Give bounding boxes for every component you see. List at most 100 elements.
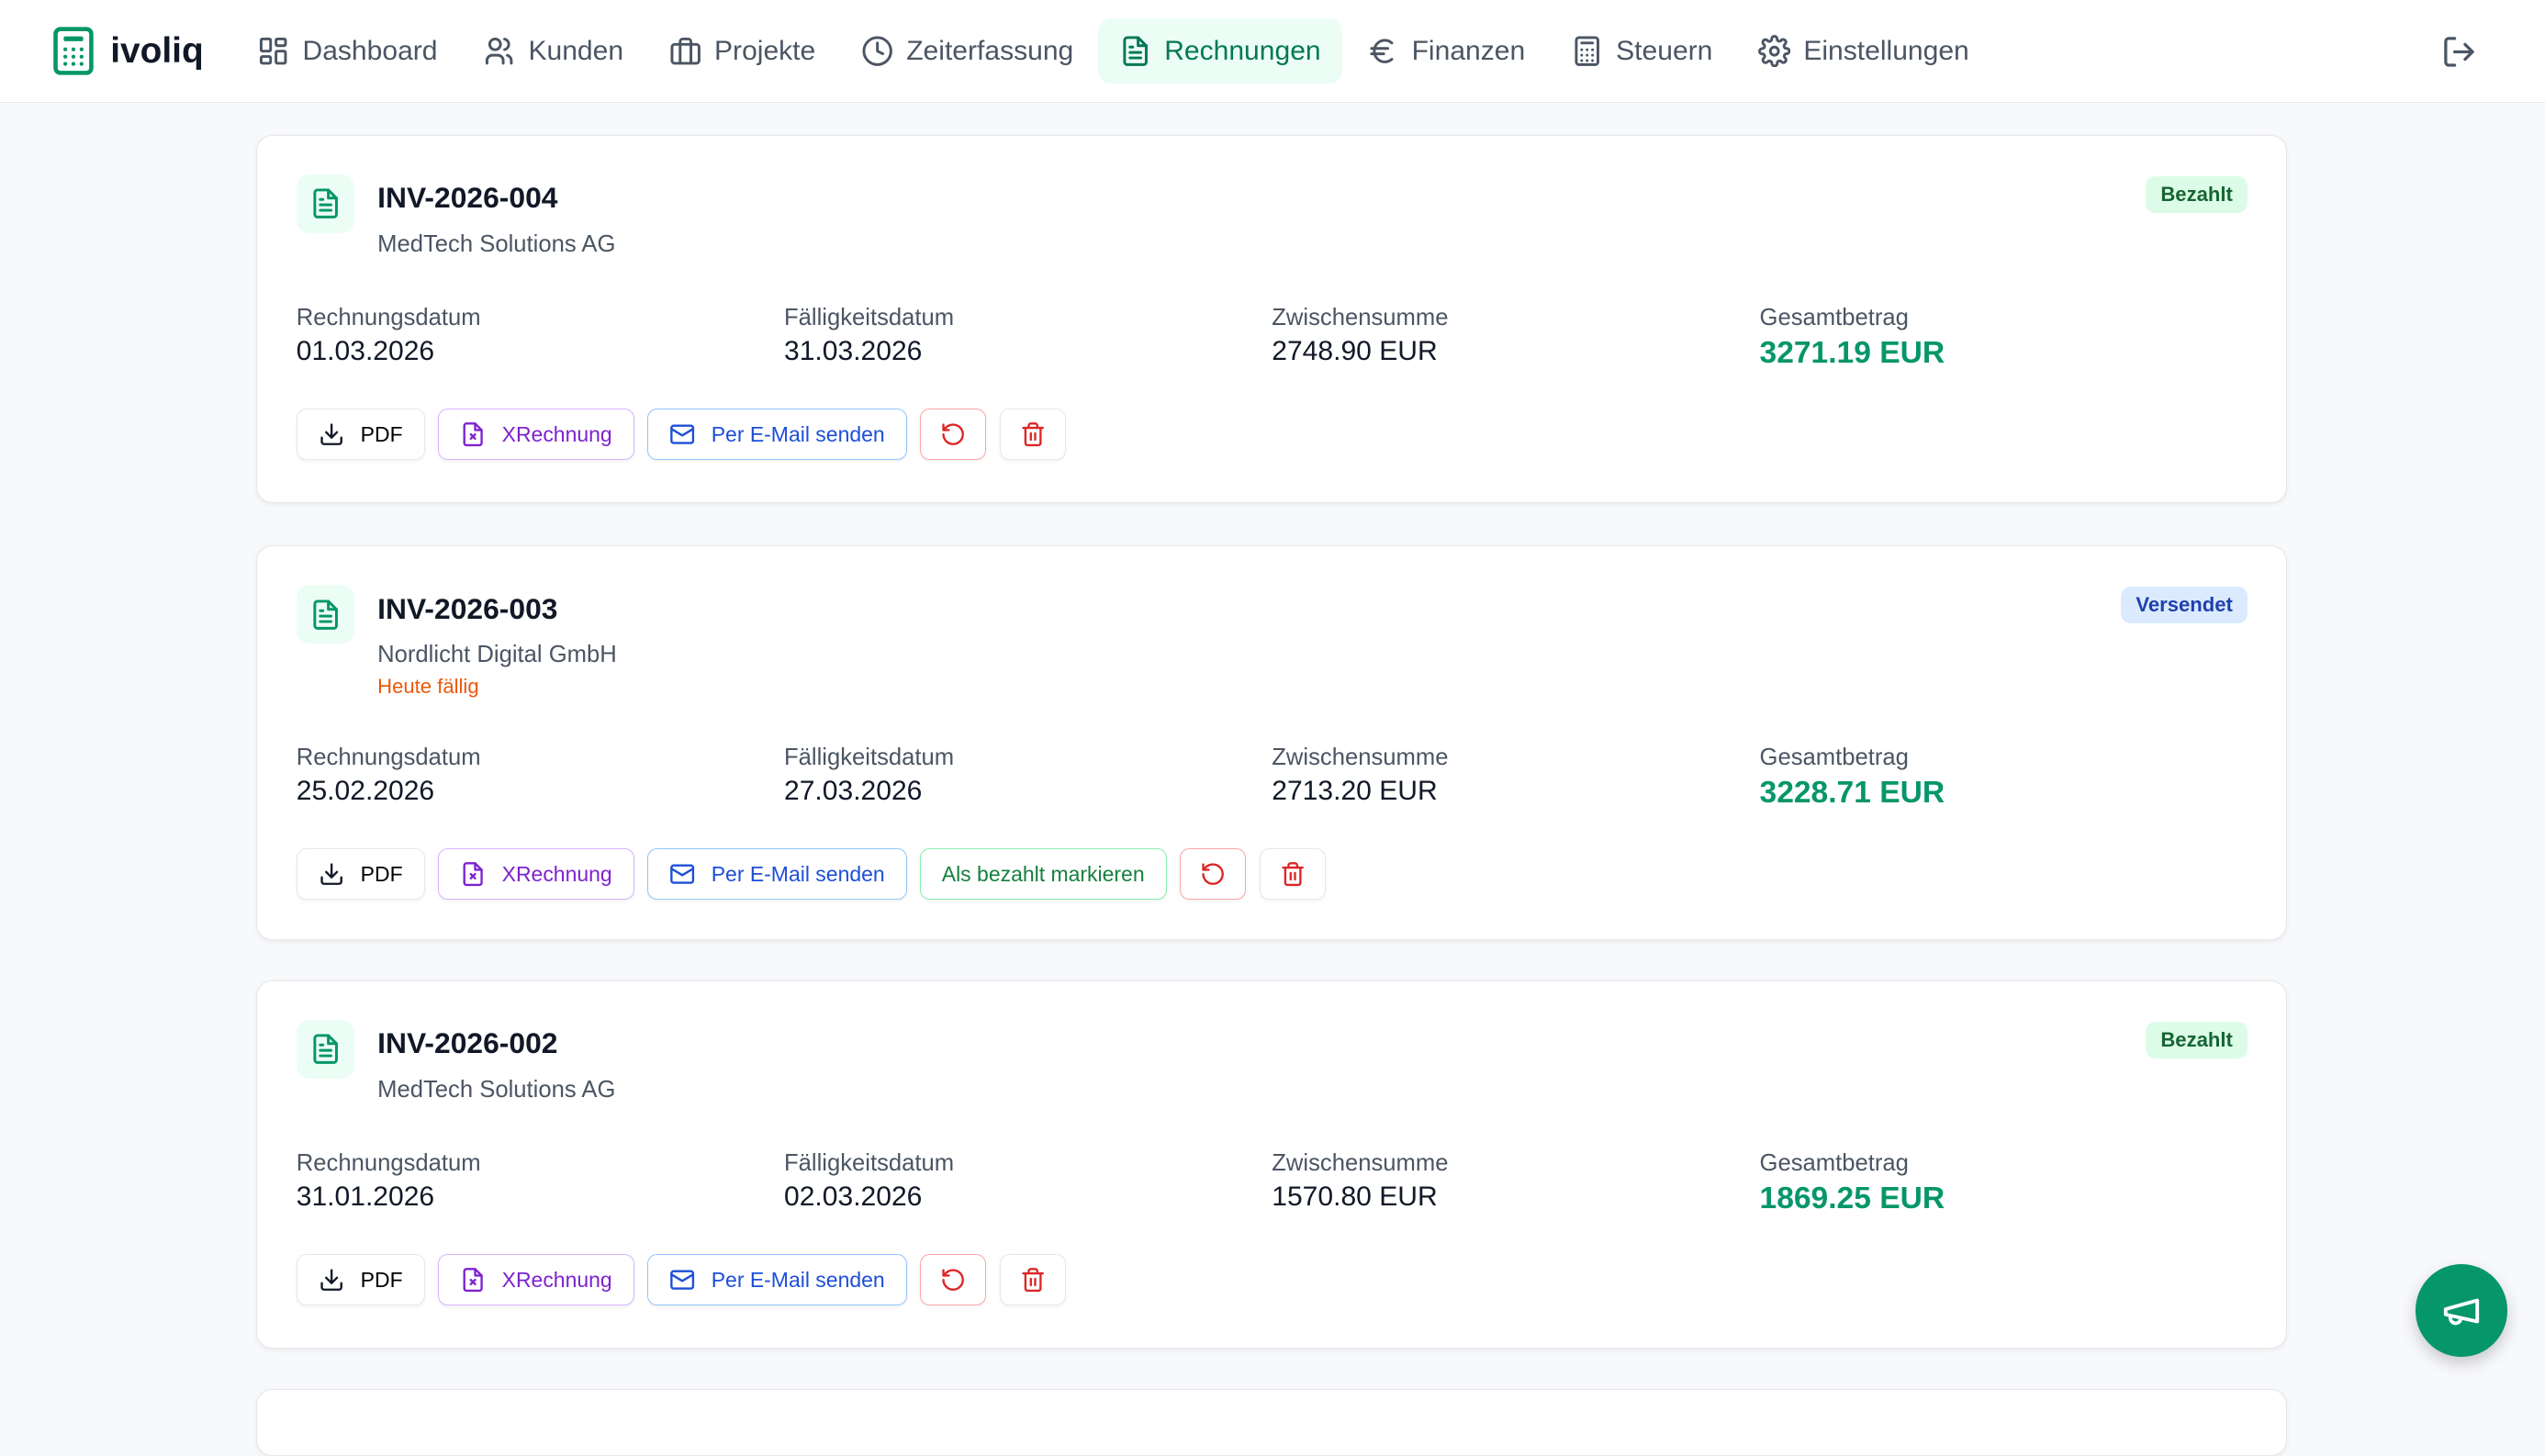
xrechnung-label: XRechnung xyxy=(501,861,612,886)
app-name: ivoliq xyxy=(110,30,204,71)
file-x-icon xyxy=(463,1268,483,1293)
invoice-date: 25.02.2026 xyxy=(296,775,435,806)
nav-item-projekte[interactable]: Projekte xyxy=(648,18,837,84)
nav-item-zeiterfassung[interactable]: Zeiterfassung xyxy=(840,18,1094,84)
trash-icon xyxy=(1022,1268,1044,1293)
users-icon xyxy=(485,37,513,65)
undo-icon xyxy=(1202,863,1224,885)
subtotal-label: Zwischensumme xyxy=(1272,744,1449,770)
client-name: MedTech Solutions AG xyxy=(377,1077,616,1103)
invoice-date-label: Rechnungsdatum xyxy=(296,304,481,330)
undo-icon xyxy=(942,423,964,445)
pdf-button[interactable]: PDF xyxy=(296,847,425,901)
total-label: Gesamtbetrag xyxy=(1759,1149,1909,1176)
due-date-label: Fälligkeitsdatum xyxy=(784,304,955,330)
mail-icon xyxy=(669,424,694,444)
subtotal: 1570.80 EUR xyxy=(1272,1181,1438,1212)
download-icon xyxy=(320,423,342,445)
subtotal-label: Zwischensumme xyxy=(1272,304,1449,330)
invoice-date-label: Rechnungsdatum xyxy=(296,744,481,770)
invoice-details: Rechnungsdatum 31.01.2026 Fälligkeitsdatu… xyxy=(297,1150,2248,1216)
invoice-number[interactable]: INV-2026-004 xyxy=(377,181,558,215)
invoice-details: Rechnungsdatum 01.03.2026 Fälligkeitsdatu… xyxy=(297,305,2248,371)
file-x-icon xyxy=(463,422,483,446)
invoice-card xyxy=(256,1389,2288,1456)
trash-icon xyxy=(1282,862,1304,887)
nav-label: Zeiterfassung xyxy=(906,35,1074,66)
mail-icon xyxy=(669,1270,694,1290)
mark-paid-label: Als bezahlt markieren xyxy=(941,861,1145,886)
status-badge: Versendet xyxy=(2121,587,2248,624)
feedback-button[interactable] xyxy=(2415,1264,2508,1357)
file-x-icon xyxy=(463,862,483,887)
due-date-label: Fälligkeitsdatum xyxy=(784,1149,955,1176)
subtotal-label: Zwischensumme xyxy=(1272,1149,1449,1176)
total-label: Gesamtbetrag xyxy=(1759,744,1909,770)
total-amount: 3271.19 EUR xyxy=(1759,335,1945,370)
top-nav: ivoliq Dashboard Kunden Projekte Zeiterfass… xyxy=(0,0,2545,104)
calculator-logo-icon xyxy=(52,27,94,75)
invoice-card: INV-2026-002 MedTech Solutions AG Bezahl… xyxy=(256,980,2288,1350)
xrechnung-button[interactable]: XRechnung xyxy=(437,847,634,901)
invoice-card: INV-2026-003 Nordlicht Digital GmbH Heut… xyxy=(256,545,2288,940)
nav-label: Kunden xyxy=(528,35,624,66)
nav-item-einstellungen[interactable]: Einstellungen xyxy=(1737,18,1990,84)
invoice-icon xyxy=(296,1020,355,1079)
invoice-number[interactable]: INV-2026-003 xyxy=(377,591,558,625)
due-date: 31.03.2026 xyxy=(784,335,923,366)
file-text-icon xyxy=(1123,36,1148,66)
nav-item-kunden[interactable]: Kunden xyxy=(462,18,645,84)
total-amount: 1869.25 EUR xyxy=(1759,1181,1945,1215)
nav-label: Projekte xyxy=(714,35,816,66)
euro-icon xyxy=(1370,39,1394,63)
invoice-date-label: Rechnungsdatum xyxy=(296,1149,481,1176)
revert-button[interactable] xyxy=(919,408,987,461)
delete-button[interactable] xyxy=(1259,847,1327,901)
status-badge: Bezahlt xyxy=(2146,175,2248,214)
send-email-button[interactable]: Per E-Mail senden xyxy=(646,1253,907,1306)
clock-icon xyxy=(862,36,892,66)
invoice-icon xyxy=(296,585,355,644)
total-amount: 3228.71 EUR xyxy=(1759,775,1945,810)
nav-item-dashboard[interactable]: Dashboard xyxy=(236,18,458,84)
pdf-button[interactable]: PDF xyxy=(296,1253,425,1306)
mark-paid-button[interactable]: Als bezahlt markieren xyxy=(919,847,1167,901)
xrechnung-button[interactable]: XRechnung xyxy=(437,408,634,461)
send-email-label: Per E-Mail senden xyxy=(711,1267,885,1292)
pdf-label: PDF xyxy=(360,421,403,446)
pdf-label: PDF xyxy=(360,1267,403,1292)
nav-item-rechnungen[interactable]: Rechnungen xyxy=(1097,18,1342,84)
send-email-button[interactable]: Per E-Mail senden xyxy=(646,847,907,901)
invoice-date: 31.01.2026 xyxy=(296,1181,435,1212)
dashboard-icon xyxy=(259,37,287,65)
revert-button[interactable] xyxy=(1179,847,1247,901)
xrechnung-label: XRechnung xyxy=(501,421,612,446)
xrechnung-button[interactable]: XRechnung xyxy=(437,1253,634,1306)
pdf-button[interactable]: PDF xyxy=(296,408,425,461)
nav-label: Steuern xyxy=(1616,35,1713,66)
pdf-label: PDF xyxy=(360,861,403,886)
client-name: MedTech Solutions AG xyxy=(377,231,616,258)
invoice-number[interactable]: INV-2026-002 xyxy=(377,1026,558,1060)
invoice-icon xyxy=(296,174,355,233)
logout-icon[interactable] xyxy=(2441,34,2477,70)
invoice-details: Rechnungsdatum 25.02.2026 Fälligkeitsdatu… xyxy=(297,745,2248,811)
logo[interactable]: ivoliq xyxy=(52,27,204,75)
send-email-button[interactable]: Per E-Mail senden xyxy=(646,408,907,461)
briefcase-icon xyxy=(670,37,701,65)
delete-button[interactable] xyxy=(999,1253,1067,1306)
xrechnung-label: XRechnung xyxy=(501,1267,612,1292)
nav-label: Dashboard xyxy=(302,35,438,66)
invoice-date: 01.03.2026 xyxy=(296,335,435,366)
subtotal: 2713.20 EUR xyxy=(1272,775,1438,806)
send-email-label: Per E-Mail senden xyxy=(711,861,885,886)
delete-button[interactable] xyxy=(999,408,1067,461)
send-email-label: Per E-Mail senden xyxy=(711,421,885,446)
nav-item-finanzen[interactable]: Finanzen xyxy=(1345,18,1546,84)
nav-label: Einstellungen xyxy=(1803,35,1969,66)
nav-item-steuern[interactable]: Steuern xyxy=(1550,18,1734,84)
nav-label: Rechnungen xyxy=(1164,35,1321,66)
due-note: Heute fällig xyxy=(377,674,479,698)
revert-button[interactable] xyxy=(919,1253,987,1306)
download-icon xyxy=(320,1269,342,1291)
